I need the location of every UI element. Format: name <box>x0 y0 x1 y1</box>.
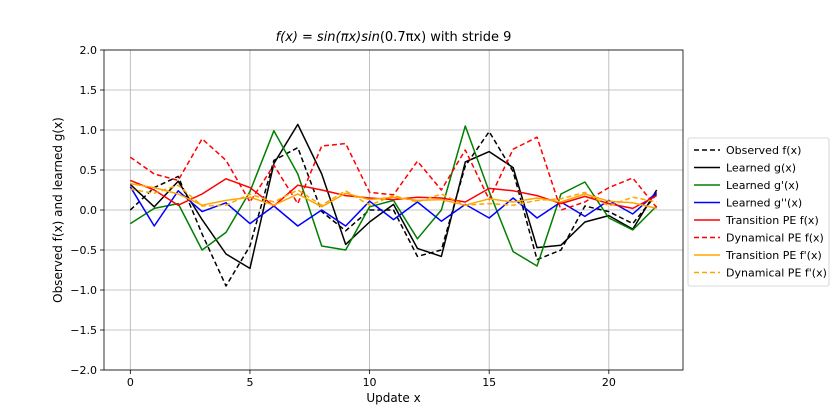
legend-label: Learned g'(x) <box>726 179 799 192</box>
title-equals: = <box>302 30 313 45</box>
y-tick-label: −0.5 <box>70 244 97 257</box>
series-line-2 <box>129 123 658 270</box>
series-line-8 <box>130 184 657 207</box>
y-tick-label: −1.0 <box>70 284 97 297</box>
y-tick-label: 0.0 <box>80 204 98 217</box>
title-arg-2: (0.7πx) <box>380 30 426 45</box>
axis-ticks: 0 5 10 15 20 −2.0 −1.5 −1.0 −0.5 0.0 0.5 1.0 1.5 2.0 <box>70 44 616 389</box>
y-tick-label: −2.0 <box>70 364 97 377</box>
x-tick-label: 20 <box>602 376 616 389</box>
y-tick-label: 0.5 <box>80 164 98 177</box>
series-line-1 <box>129 130 658 287</box>
series-line-5 <box>130 178 658 210</box>
title-sin-1: sin <box>317 30 336 45</box>
x-tick-label: 15 <box>482 376 496 389</box>
title-suffix: with stride 9 <box>430 30 511 45</box>
legend-label: Observed f(x) <box>726 144 801 157</box>
x-tick-label: 10 <box>363 376 377 389</box>
title-sin-2: sin <box>361 30 380 45</box>
legend-label: Dynamical PE f(x) <box>726 232 824 245</box>
y-tick-label: 2.0 <box>80 44 98 57</box>
series-line-7 <box>130 182 657 210</box>
series-line-6 <box>129 136 658 211</box>
legend-label: Learned g''(x) <box>726 197 802 210</box>
y-tick-label: 1.0 <box>80 124 98 137</box>
y-tick-label: −1.5 <box>70 324 97 337</box>
series-lines <box>129 123 658 287</box>
legend-box <box>687 137 830 287</box>
legend-label: Transition PE f'(x) <box>725 249 822 262</box>
legend-label: Dynamical PE f'(x) <box>726 267 827 280</box>
legend-label: Learned g(x) <box>726 162 796 175</box>
x-tick-label: 5 <box>246 376 253 389</box>
legend: Observed f(x) Learned g(x) Learned g'(x) Le… <box>687 137 830 287</box>
chart-title: f(x) = sin(πx)sin(0.7πx) with stride 9 <box>276 30 512 45</box>
x-axis-title: Update x <box>366 391 420 405</box>
title-fx: f(x) <box>276 30 298 45</box>
y-tick-label: 1.5 <box>80 84 98 97</box>
series-line-3 <box>129 125 658 267</box>
legend-label: Transition PE f(x) <box>725 214 819 227</box>
x-tick-label: 0 <box>127 376 134 389</box>
y-axis-title: Observed f(x) and learned g(x) <box>51 117 65 303</box>
title-arg-1: (πx) <box>336 30 362 45</box>
